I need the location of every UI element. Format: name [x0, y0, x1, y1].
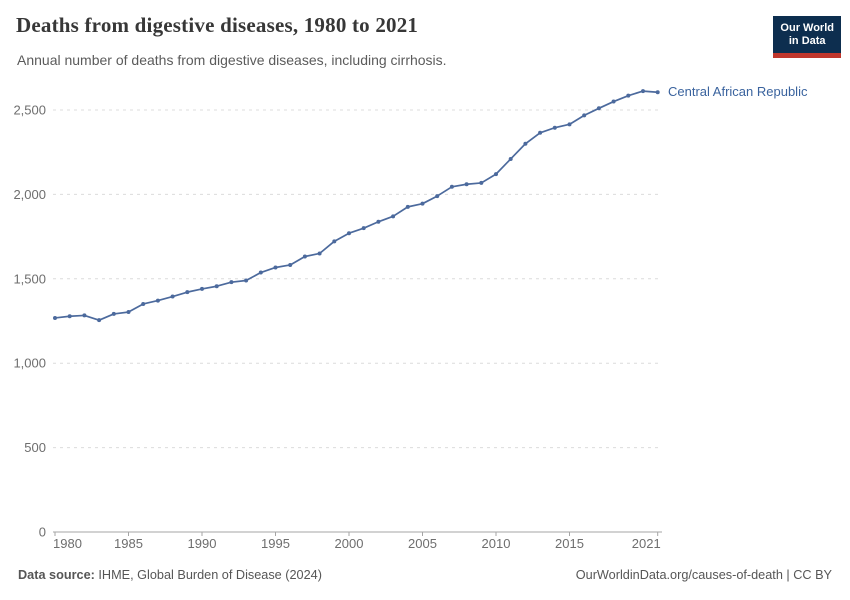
data-source-label: Data source:	[18, 568, 95, 582]
data-point[interactable]	[317, 251, 322, 256]
owid-logo-line1: Our World	[780, 22, 834, 34]
data-point[interactable]	[185, 290, 190, 295]
data-point[interactable]	[141, 301, 146, 306]
y-tick-label: 2,500	[13, 103, 46, 118]
x-tick-label: 1985	[114, 536, 143, 551]
page-title: Deaths from digestive diseases, 1980 to …	[16, 13, 419, 37]
data-point[interactable]	[538, 130, 543, 135]
data-point[interactable]	[582, 113, 587, 118]
x-tick-label: 2015	[555, 536, 584, 551]
data-point[interactable]	[655, 90, 660, 95]
x-tick-label: 1980	[53, 536, 82, 551]
data-point[interactable]	[552, 125, 557, 130]
data-point[interactable]	[111, 311, 116, 316]
footer-link[interactable]: OurWorldinData.org/causes-of-death | CC …	[575, 568, 832, 582]
data-source-note: Data source: IHME, Global Burden of Dise…	[18, 568, 322, 582]
data-point[interactable]	[155, 298, 160, 303]
x-tick-label: 2021	[632, 536, 661, 551]
y-tick-label: 2,000	[13, 187, 46, 202]
data-point[interactable]	[126, 310, 131, 315]
data-point[interactable]	[420, 201, 425, 206]
data-point[interactable]	[273, 265, 278, 270]
data-point[interactable]	[244, 278, 249, 283]
data-point[interactable]	[596, 106, 601, 111]
data-point[interactable]	[332, 239, 337, 244]
data-point[interactable]	[523, 141, 528, 146]
x-tick-label: 1995	[261, 536, 290, 551]
data-point[interactable]	[97, 318, 102, 323]
data-point[interactable]	[258, 270, 263, 275]
x-tick-label: 2005	[408, 536, 437, 551]
data-point[interactable]	[214, 284, 219, 289]
data-point[interactable]	[626, 93, 631, 98]
data-point[interactable]	[229, 280, 234, 285]
data-point[interactable]	[288, 262, 293, 267]
data-point[interactable]	[200, 286, 204, 291]
owid-logo-line2: in Data	[788, 35, 826, 47]
y-tick-label: 1,500	[13, 271, 46, 286]
data-point[interactable]	[405, 204, 410, 209]
data-point[interactable]	[449, 184, 454, 189]
data-point[interactable]	[391, 214, 396, 219]
y-tick-label: 500	[24, 440, 46, 455]
series-label[interactable]: Central African Republic	[668, 84, 808, 100]
data-point[interactable]	[82, 313, 87, 318]
data-point[interactable]	[464, 182, 469, 187]
data-point[interactable]	[53, 315, 57, 320]
data-point[interactable]	[170, 294, 175, 299]
chart-footer: Data source: IHME, Global Burden of Dise…	[18, 568, 832, 582]
data-point[interactable]	[302, 254, 307, 259]
data-point[interactable]	[567, 122, 572, 127]
data-point[interactable]	[361, 226, 366, 231]
x-tick-label: 1990	[188, 536, 217, 551]
data-point[interactable]	[347, 231, 351, 236]
data-point[interactable]	[494, 172, 498, 177]
page-subtitle: Annual number of deaths from digestive d…	[17, 52, 447, 68]
x-tick-label: 2000	[335, 536, 364, 551]
y-tick-label: 1,000	[13, 356, 46, 371]
trend-line[interactable]	[54, 90, 659, 322]
data-point[interactable]	[641, 89, 645, 94]
data-point[interactable]	[479, 180, 484, 185]
y-tick-label: 0	[39, 525, 46, 540]
data-point[interactable]	[376, 219, 381, 224]
data-point[interactable]	[611, 99, 616, 104]
x-tick-label: 2010	[482, 536, 511, 551]
data-point[interactable]	[508, 156, 513, 161]
owid-logo[interactable]: Our World in Data	[773, 16, 841, 58]
data-point[interactable]	[67, 314, 72, 319]
data-point[interactable]	[435, 194, 440, 199]
data-source-value: IHME, Global Burden of Disease (2024)	[98, 568, 322, 582]
